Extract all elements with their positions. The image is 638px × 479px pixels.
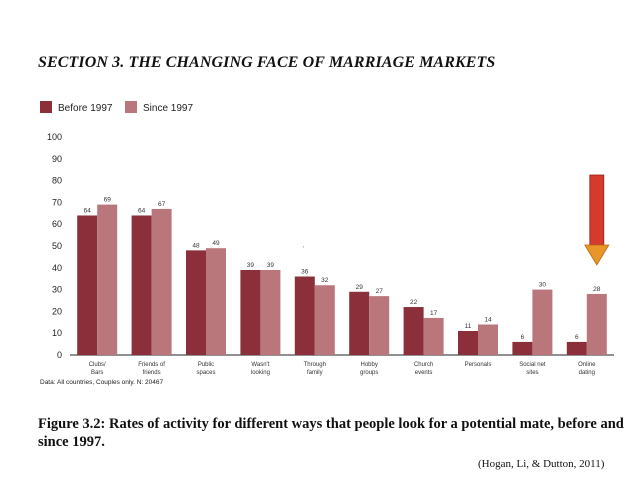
- value-label: 28: [593, 286, 601, 293]
- category-label: Wasn't: [251, 362, 269, 368]
- category-label: Public: [198, 362, 214, 368]
- value-label: 36: [301, 269, 309, 276]
- bar-since: [97, 204, 118, 355]
- legend-swatch-1: [40, 101, 52, 113]
- value-label: 30: [539, 282, 547, 289]
- category-label: dating: [579, 370, 595, 376]
- y-tick-label: 80: [52, 176, 62, 186]
- bar-before: [77, 215, 98, 355]
- value-label: 29: [356, 284, 364, 291]
- bar-before: [566, 341, 587, 355]
- value-label: 67: [158, 201, 166, 208]
- bar-since: [369, 296, 390, 355]
- section-title: SECTION 3. THE CHANGING FACE OF MARRIAGE…: [38, 54, 496, 71]
- bar-since: [478, 324, 498, 355]
- value-label: 39: [247, 262, 255, 269]
- bar-before: [186, 250, 206, 355]
- value-label: 32: [321, 277, 329, 284]
- highlight-arrow-icon: [584, 174, 610, 266]
- value-label: 17: [430, 310, 438, 317]
- value-label: 48: [192, 242, 200, 249]
- y-tick-label: 30: [52, 285, 62, 295]
- arrow-shaft: [589, 174, 605, 246]
- bar-before: [131, 215, 152, 355]
- category-label: Church: [414, 362, 433, 368]
- bar-since: [423, 317, 444, 355]
- value-label: 6: [575, 334, 579, 341]
- citation: (Hogan, Li, & Dutton, 2011): [478, 458, 605, 470]
- y-tick-label: 100: [47, 132, 62, 142]
- y-tick-label: 0: [57, 350, 62, 360]
- figure-caption: Figure 3.2: Rates of activity for differ…: [38, 416, 624, 450]
- value-label: 39: [267, 262, 275, 269]
- legend-label-2: Since 1997: [143, 103, 193, 114]
- category-label: looking: [251, 370, 270, 376]
- y-tick-label: 40: [52, 263, 62, 273]
- bar-since: [260, 269, 281, 355]
- category-labels: 64 69 Clubs/Bars 64 67 Friends of friends 48 49 P…: [84, 197, 601, 376]
- category-label: Social net: [519, 362, 546, 368]
- legend: Before 1997 Since 1997: [40, 101, 193, 114]
- category-label: family: [307, 370, 323, 376]
- category-label: Through: [304, 362, 326, 368]
- category-label: events: [415, 370, 433, 376]
- bar-since: [586, 293, 607, 355]
- y-tick-label: 10: [52, 328, 62, 338]
- bar-since: [532, 289, 553, 355]
- bar-since: [314, 285, 335, 355]
- bar-before: [294, 276, 315, 355]
- y-tick-label: 60: [52, 219, 62, 229]
- value-label: 22: [410, 299, 418, 306]
- bar-before: [403, 307, 424, 355]
- value-label: 14: [484, 316, 492, 323]
- bar-before: [349, 291, 370, 355]
- y-tick-label: 70: [52, 197, 62, 207]
- bar-since: [206, 248, 226, 355]
- value-label: 11: [465, 323, 472, 330]
- category-label: Hobby: [361, 362, 378, 368]
- value-label: 27: [376, 288, 384, 295]
- category-label: sites: [526, 370, 538, 376]
- category-label: spaces: [196, 370, 215, 376]
- category-label: Online: [578, 362, 596, 368]
- category-label: Personals: [465, 362, 492, 368]
- value-label: 64: [84, 207, 92, 214]
- value-label: 49: [212, 240, 220, 247]
- arrow-head: [584, 244, 610, 266]
- value-label: 69: [104, 197, 112, 204]
- y-tick-label: 90: [52, 154, 62, 164]
- legend-swatch-2: [125, 101, 137, 113]
- category-label: friends: [143, 370, 161, 376]
- y-tick-label: 50: [52, 241, 62, 251]
- bar-before: [512, 341, 533, 355]
- bars: [77, 204, 607, 355]
- category-label: Clubs/: [89, 362, 106, 368]
- category-label: Friends of: [138, 362, 165, 368]
- y-tick-label: 20: [52, 306, 62, 316]
- stray-mark: ˌ: [302, 239, 305, 248]
- bar-since: [151, 208, 172, 355]
- bar-before: [458, 331, 478, 355]
- category-label: Bars: [91, 370, 103, 376]
- bar-before: [240, 269, 261, 355]
- category-label: groups: [360, 370, 378, 376]
- value-label: 6: [521, 334, 525, 341]
- value-label: 64: [138, 207, 146, 214]
- legend-label-1: Before 1997: [58, 103, 113, 114]
- data-note: Data: All countries, Couples only. N: 20…: [40, 379, 163, 386]
